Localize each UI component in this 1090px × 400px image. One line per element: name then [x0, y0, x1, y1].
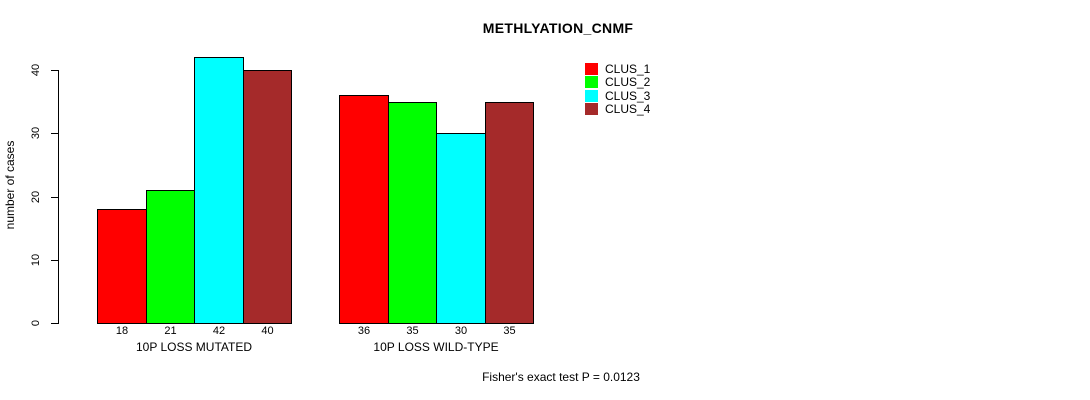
- category-label: 10P LOSS WILD-TYPE: [373, 340, 499, 354]
- bar-clus_1-2: [339, 95, 389, 324]
- legend-label: CLUS_3: [605, 88, 651, 103]
- legend-item: CLUS_1: [585, 62, 650, 76]
- y-tick-label: 40: [30, 63, 42, 77]
- y-tick: [51, 260, 58, 261]
- bar-value-label: 42: [212, 325, 226, 337]
- y-tick-label: 30: [30, 126, 42, 140]
- legend-label: CLUS_1: [605, 61, 651, 76]
- legend-item: CLUS_2: [585, 76, 650, 90]
- y-axis-label: number of cases: [3, 140, 17, 230]
- category-label: 10P LOSS MUTATED: [135, 340, 253, 354]
- y-tick: [51, 197, 58, 198]
- y-tick: [51, 323, 58, 324]
- bar-clus_2-2: [388, 102, 437, 324]
- chart-title: METHLYATION_CNMF: [482, 20, 634, 36]
- legend: CLUS_1 CLUS_2 CLUS_3 CLUS_4: [585, 62, 650, 116]
- legend-item: CLUS_4: [585, 103, 650, 117]
- bar-clus_3-2: [436, 133, 486, 324]
- y-tick-label: 20: [30, 190, 42, 204]
- legend-swatch: [585, 76, 598, 89]
- bar-value-label: 35: [406, 325, 419, 337]
- y-tick-label: 10: [30, 253, 42, 267]
- bar-value-label: 30: [454, 325, 468, 337]
- legend-label: CLUS_4: [605, 102, 651, 117]
- bar-clus_4-1: [243, 70, 292, 324]
- bar-clus_1-1: [97, 209, 147, 324]
- legend-label: CLUS_2: [605, 75, 651, 90]
- legend-swatch: [585, 89, 598, 102]
- bar-value-label: 21: [164, 325, 177, 337]
- legend-swatch: [585, 103, 598, 116]
- y-axis-line: [58, 70, 59, 324]
- bar-value-label: 18: [115, 325, 129, 337]
- y-tick: [51, 70, 58, 71]
- y-tick-label: 0: [30, 319, 42, 327]
- y-tick: [51, 133, 58, 134]
- bar-value-label: 36: [357, 325, 371, 337]
- bar-clus_2-1: [146, 190, 195, 324]
- bar-value-label: 35: [503, 325, 516, 337]
- legend-swatch: [585, 62, 598, 75]
- bar-value-label: 40: [261, 325, 274, 337]
- bar-clus_3-1: [194, 57, 244, 324]
- bar-clus_4-2: [485, 102, 534, 324]
- annotation-text: Fisher's exact test P = 0.0123: [482, 370, 640, 384]
- legend-item: CLUS_3: [585, 89, 650, 103]
